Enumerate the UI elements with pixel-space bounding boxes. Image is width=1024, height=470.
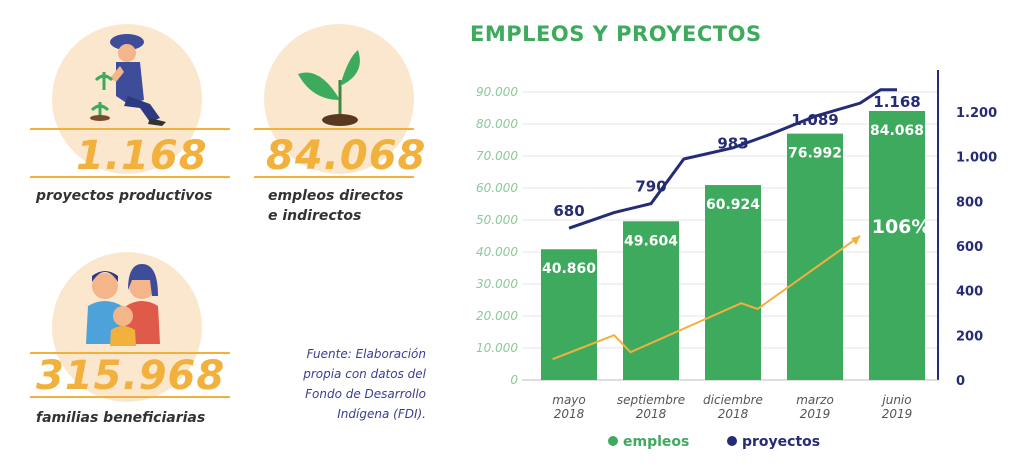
x-tick-label: junio [880, 393, 911, 407]
y-right-tick-label: 400 [956, 285, 983, 300]
chart-title: EMPLEOS Y PROYECTOS [470, 22, 762, 46]
y-left-tick-label: 20.000 [476, 309, 518, 323]
bar-label: 60.924 [706, 197, 760, 213]
bar [541, 249, 597, 380]
proyectos-line [568, 88, 897, 230]
bar-label: 84.068 [870, 123, 924, 139]
stat-3-label-line: familias beneficiarias [36, 410, 206, 426]
x-tick-label: diciembre [703, 393, 763, 407]
proyectos-label: 1.089 [791, 111, 838, 129]
y-left-tick-label: 10.000 [476, 341, 518, 355]
source-line-3: Fondo de Desarrollo [305, 387, 426, 401]
legend-label: empleos [623, 434, 689, 450]
bar [705, 185, 761, 380]
y-left-tick-label: 70.000 [476, 149, 518, 163]
y-left-tick-label: 90.000 [476, 85, 518, 99]
x-tick-label: 2019 [800, 407, 831, 421]
proyectos-label: 983 [717, 135, 748, 153]
stat-2-rule-top [254, 128, 414, 130]
x-tick-label: 2018 [554, 407, 585, 421]
bar [869, 110, 925, 381]
bar [787, 133, 843, 380]
bar-label: 49.604 [624, 233, 678, 249]
y-left-tick-label: 40.000 [476, 245, 518, 259]
legend-marker [727, 436, 737, 446]
x-tick-label: mayo [552, 393, 586, 407]
y-left-tick-label: 80.000 [476, 117, 518, 131]
stat-3-value: 315.968 [36, 353, 226, 399]
y-left-tick-label: 60.000 [476, 181, 518, 195]
y-right-tick-label: 0 [956, 374, 965, 389]
stat-3-label: familias beneficiarias [36, 408, 205, 428]
x-tick-label: marzo [796, 393, 834, 407]
stat-1-rule-bottom [30, 176, 230, 178]
x-tick-label: 2018 [636, 407, 667, 421]
source-line-4: Indígena (FDI). [337, 407, 426, 421]
legend-marker [608, 436, 618, 446]
source-line-1: Fuente: Elaboración [306, 347, 426, 361]
stat-1-value: 1.168 [76, 133, 208, 179]
stat-2-label: empleos directos e indirectos [268, 186, 403, 226]
proyectos-label: 790 [635, 178, 666, 196]
growth-line [552, 235, 861, 361]
stat-3-rule-bottom [30, 396, 230, 398]
growth-arrowhead [851, 236, 861, 245]
y-right-tick-label: 800 [956, 195, 983, 210]
stat-1-label: proyectos productivos [36, 186, 212, 206]
growth-label: 106% [872, 216, 931, 238]
stat-1-label-line: proyectos productivos [36, 188, 213, 204]
x-tick-label: 2018 [718, 407, 749, 421]
source-line-2: propia con datos del [303, 367, 426, 381]
stat-2-value: 84.068 [266, 133, 427, 179]
bar-label: 40.860 [542, 261, 596, 277]
y-right-tick-label: 600 [956, 240, 983, 255]
bar [623, 221, 679, 380]
x-tick-label: 2019 [882, 407, 913, 421]
y-right-tick-label: 200 [956, 329, 983, 344]
source-note: Fuente: Elaboración propia con datos del… [276, 344, 426, 424]
stat-2-label-line-1: empleos directos [268, 188, 404, 204]
y-right-tick-label: 1.200 [956, 106, 997, 121]
proyectos-label: 1.168 [873, 93, 920, 111]
stat-3-rule-top [30, 352, 230, 354]
x-tick-label: septiembre [617, 393, 685, 407]
stat-1-rule-top [30, 128, 230, 130]
y-left-tick-label: 30.000 [476, 277, 518, 291]
y-right-tick-label: 1.000 [956, 151, 997, 166]
stat-2-rule-bottom [254, 176, 414, 178]
y-left-tick-label: 0 [510, 373, 518, 387]
y-left-tick-label: 50.000 [476, 213, 518, 227]
bar-label: 76.992 [788, 146, 842, 162]
stat-2-label-line-2: e indirectos [268, 208, 362, 224]
proyectos-label: 680 [553, 202, 584, 220]
legend-label: proyectos [742, 434, 820, 450]
